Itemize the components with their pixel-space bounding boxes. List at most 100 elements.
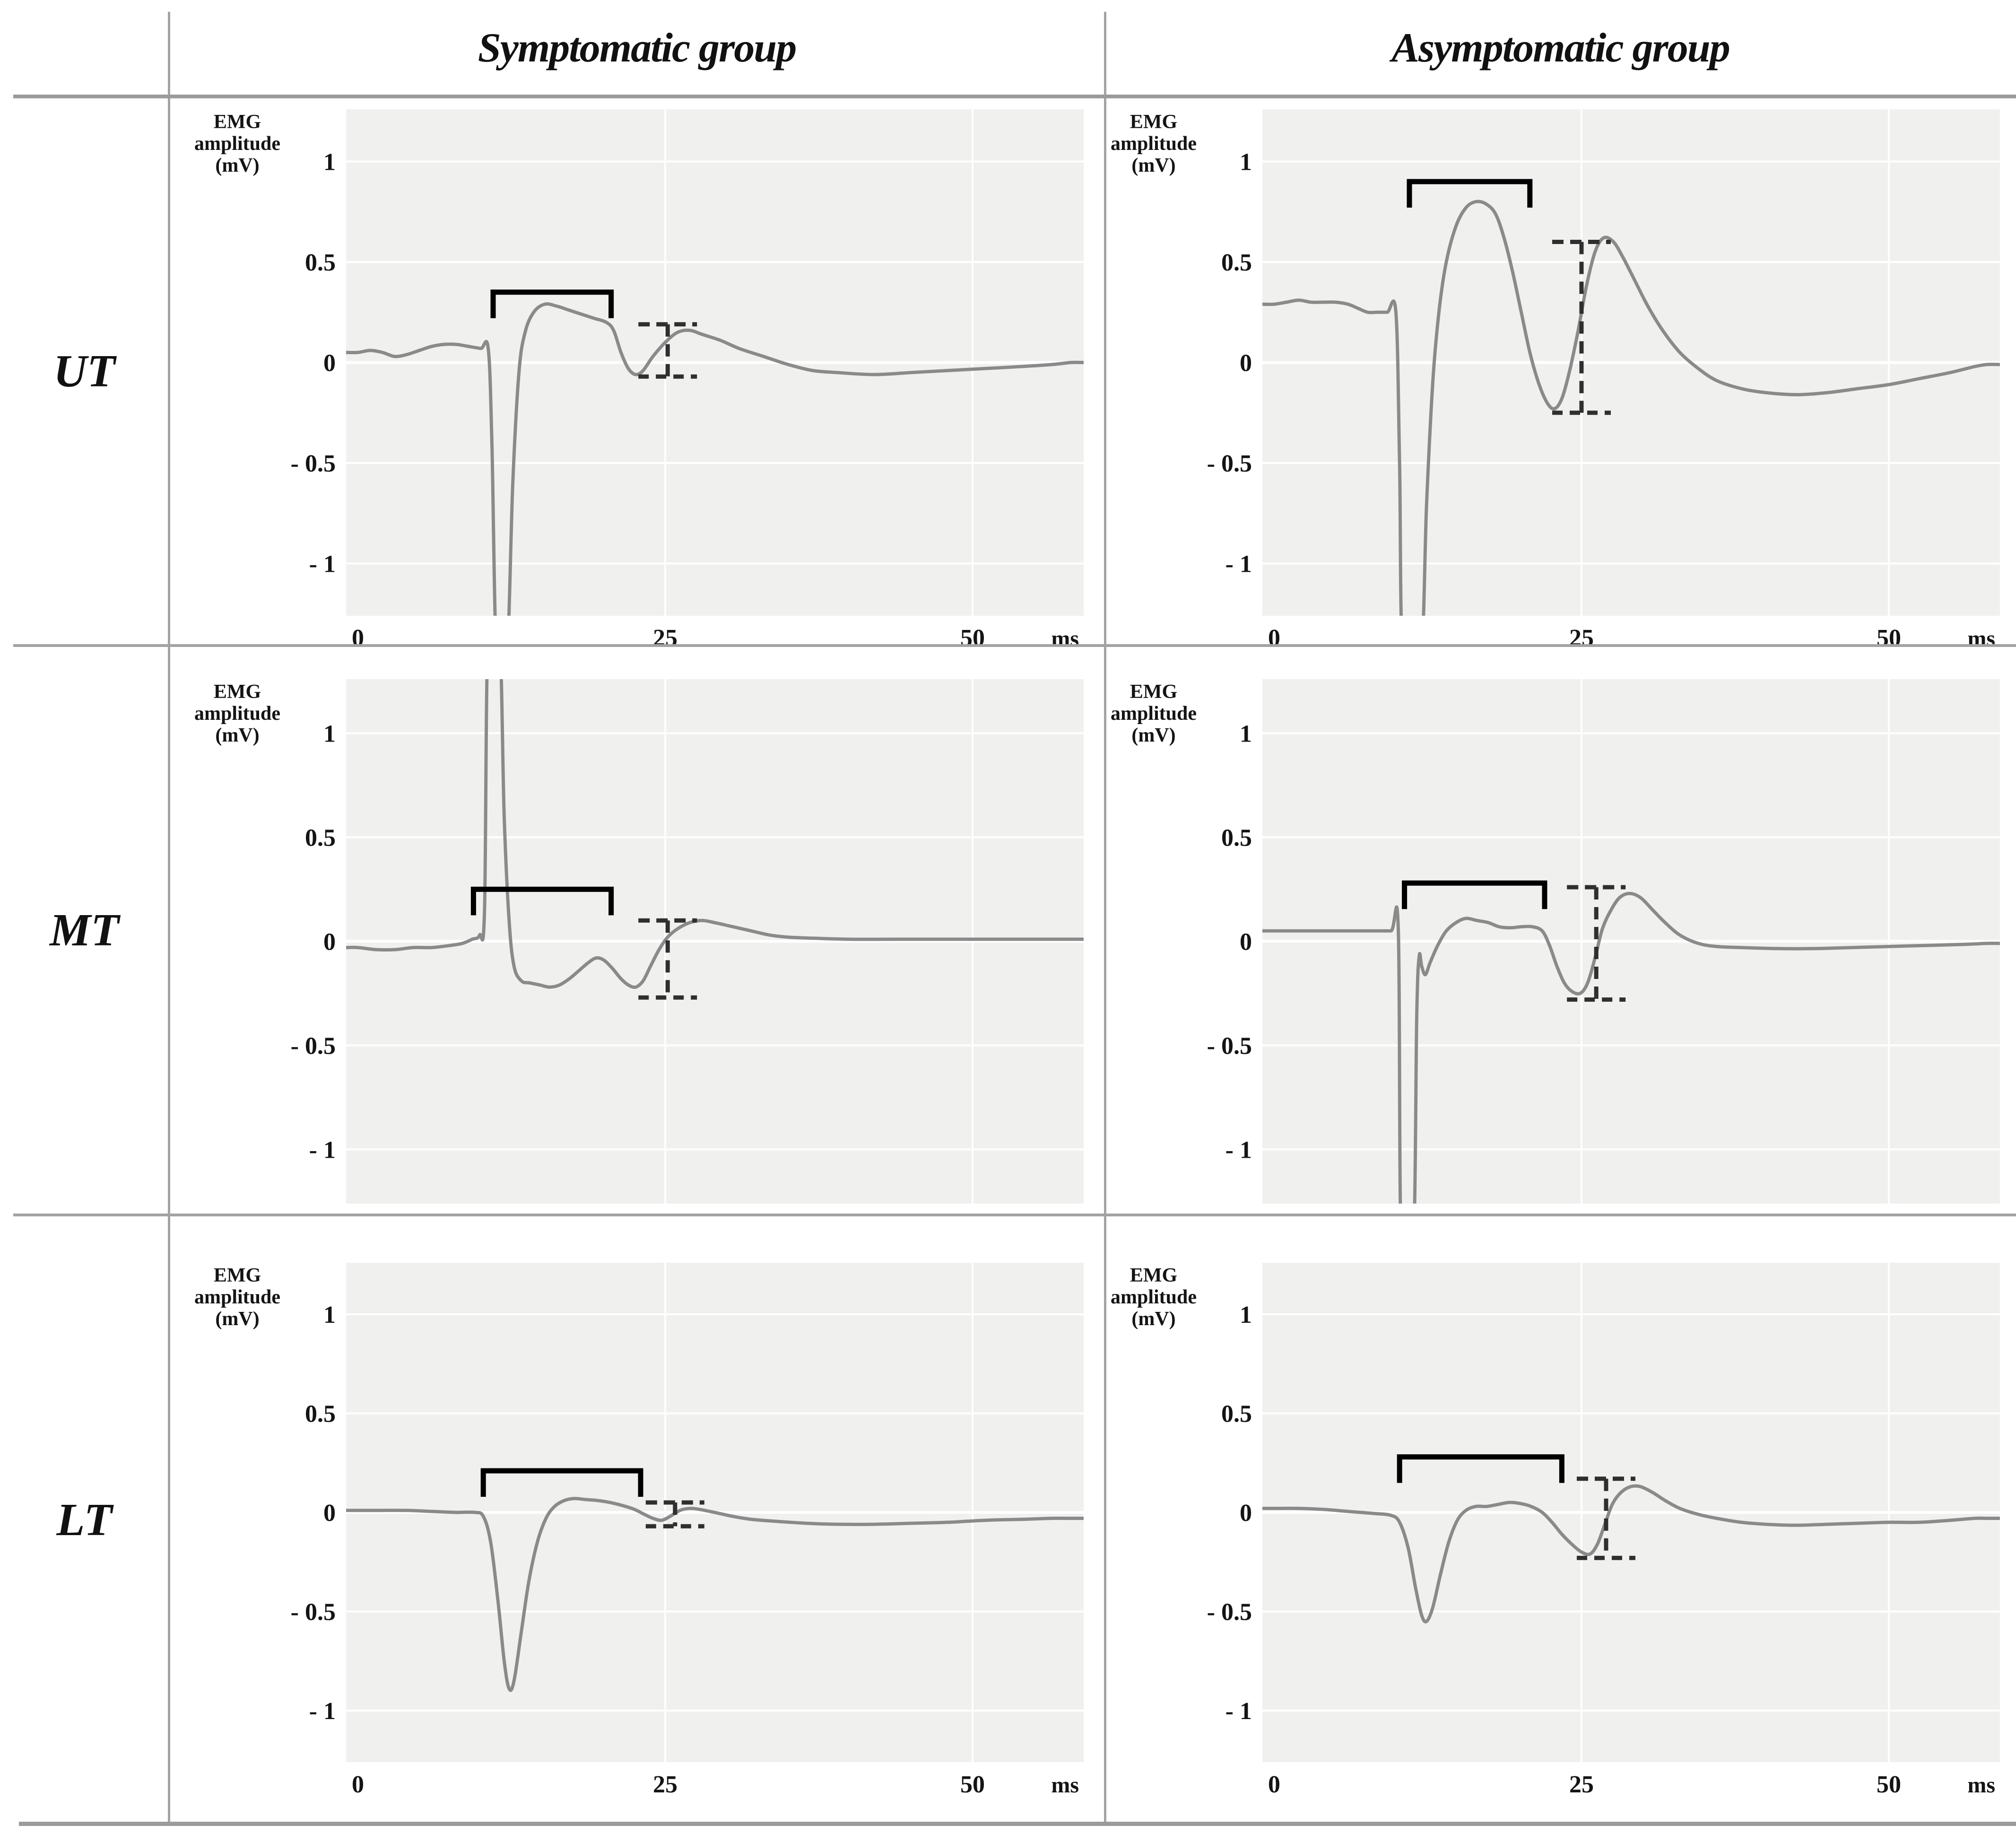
amplitude-ibeam-marker — [638, 918, 697, 1000]
y-axis-title-line: amplitude — [194, 703, 280, 725]
y-axis-title-line: (mV) — [215, 1308, 259, 1330]
y-axis-title-line: (mV) — [1131, 725, 1175, 746]
x-tick-label: 0 — [352, 625, 364, 646]
y-tick-label: - 1 — [1225, 1136, 1252, 1163]
y-axis-title-line: EMG — [214, 111, 261, 133]
y-tick-label: - 1 — [1225, 551, 1252, 578]
y-tick-label: 0.5 — [305, 249, 336, 276]
amplitude-ibeam-marker — [1577, 1476, 1635, 1560]
x-axis-unit-label: ms — [1967, 1773, 1995, 1798]
onset-window-bracket — [1402, 880, 1547, 909]
column-header-asymptomatic: Asymptomatic group — [1391, 25, 1730, 71]
y-tick-label: 1 — [1240, 1301, 1252, 1328]
row-label-lt: LT — [56, 1494, 113, 1546]
x-tick-label: 0 — [352, 1771, 364, 1798]
emg-waveform-curve — [1262, 200, 2000, 616]
y-tick-label: - 1 — [1225, 1698, 1252, 1725]
chart-lt-asymptomatic: 1 0.5 0 - 0.5 - 1 0 25 50 ms EMG amplitude (mV) — [1105, 1215, 2016, 1825]
x-tick-label: 50 — [960, 625, 985, 646]
y-axis-title-line: amplitude — [1111, 133, 1197, 155]
x-axis-unit-label: ms — [1051, 1773, 1079, 1798]
y-axis-title-line: (mV) — [215, 725, 259, 746]
row-label-ut: UT — [53, 346, 115, 397]
y-tick-label: 0.5 — [1221, 824, 1252, 851]
x-tick-label: 25 — [1569, 1771, 1594, 1798]
y-tick-label: 1 — [323, 1301, 336, 1328]
emg-waveform-curve — [346, 302, 1084, 616]
onset-window-bracket — [1407, 179, 1533, 208]
chart-ut-symptomatic: 1 0.5 0 - 0.5 - 1 0 25 50 ms EMG amplitude (mV) — [169, 97, 1105, 646]
amplitude-ibeam-marker — [638, 322, 697, 379]
y-tick-label: 0.5 — [305, 824, 336, 851]
y-tick-label: 0 — [1240, 350, 1252, 377]
y-tick-label: 0 — [1240, 1500, 1252, 1527]
y-tick-label: - 1 — [309, 1136, 336, 1163]
onset-window-bracket — [1397, 1454, 1564, 1483]
y-axis-title-line: amplitude — [1111, 1286, 1197, 1308]
onset-window-bracket — [490, 289, 614, 318]
onset-window-bracket — [470, 886, 614, 916]
y-axis-title-line: EMG — [1130, 681, 1177, 703]
x-tick-label: 50 — [1877, 1771, 1901, 1798]
y-tick-label: 0.5 — [305, 1400, 336, 1427]
amplitude-ibeam-marker — [1552, 240, 1611, 415]
amplitude-ibeam-marker — [645, 1500, 704, 1528]
y-axis-title-line: amplitude — [194, 1286, 280, 1308]
x-axis-unit-label: ms — [1967, 626, 1995, 646]
y-axis-title-line: EMG — [214, 1265, 261, 1286]
y-tick-label: 0 — [323, 928, 336, 955]
emg-waveform-curve — [346, 1497, 1084, 1692]
emg-waveform-curve — [1262, 891, 2000, 1204]
y-axis-title-line: amplitude — [194, 133, 280, 155]
y-axis-title-line: EMG — [1130, 1265, 1177, 1286]
x-tick-label: 50 — [1877, 625, 1901, 646]
emg-waveform-curve — [346, 679, 1084, 989]
y-tick-label: 0 — [1240, 928, 1252, 955]
y-tick-label: 1 — [1240, 720, 1252, 747]
y-tick-label: - 0.5 — [1207, 1598, 1252, 1625]
x-tick-label: 50 — [960, 1771, 985, 1798]
y-axis-title-line: EMG — [1130, 111, 1177, 133]
amplitude-ibeam-marker — [1567, 885, 1626, 1002]
x-tick-label: 0 — [1268, 1771, 1280, 1798]
y-axis-title-line: (mV) — [1131, 155, 1175, 176]
y-tick-label: - 0.5 — [291, 1598, 336, 1625]
y-tick-label: - 0.5 — [1207, 1032, 1252, 1059]
y-tick-label: - 1 — [309, 1698, 336, 1725]
chart-lt-symptomatic: 1 0.5 0 - 0.5 - 1 0 25 50 ms EMG amplitude (mV) — [169, 1215, 1105, 1825]
y-tick-label: - 0.5 — [291, 450, 336, 477]
table-border-row1-bottom — [13, 644, 2016, 647]
y-tick-label: - 0.5 — [1207, 450, 1252, 477]
y-tick-label: 1 — [323, 720, 336, 747]
y-axis-title-line: (mV) — [215, 155, 259, 176]
y-tick-label: 0 — [323, 350, 336, 377]
x-axis-unit-label: ms — [1051, 626, 1079, 646]
emg-waveform-curve — [1262, 1484, 2000, 1624]
x-tick-label: 25 — [653, 1771, 678, 1798]
y-tick-label: 1 — [1240, 149, 1252, 176]
onset-window-bracket — [480, 1468, 643, 1497]
table-border-vertical-middle — [1104, 12, 1106, 1825]
y-tick-label: 1 — [323, 149, 336, 176]
y-tick-label: 0.5 — [1221, 1400, 1252, 1427]
x-tick-label: 25 — [1569, 625, 1594, 646]
table-border-vertical-left — [168, 12, 170, 1825]
y-axis-title-line: (mV) — [1131, 1308, 1175, 1330]
x-tick-label: 25 — [653, 625, 678, 646]
chart-ut-asymptomatic: 1 0.5 0 - 0.5 - 1 0 25 50 ms EMG amplitude (mV) — [1105, 97, 2016, 646]
table-border-header-bottom — [13, 95, 2016, 98]
y-tick-label: 0.5 — [1221, 249, 1252, 276]
y-tick-label: 0 — [323, 1500, 336, 1527]
x-tick-label: 0 — [1268, 625, 1280, 646]
y-tick-label: - 1 — [309, 551, 336, 578]
column-header-symptomatic: Symptomatic group — [478, 25, 797, 71]
